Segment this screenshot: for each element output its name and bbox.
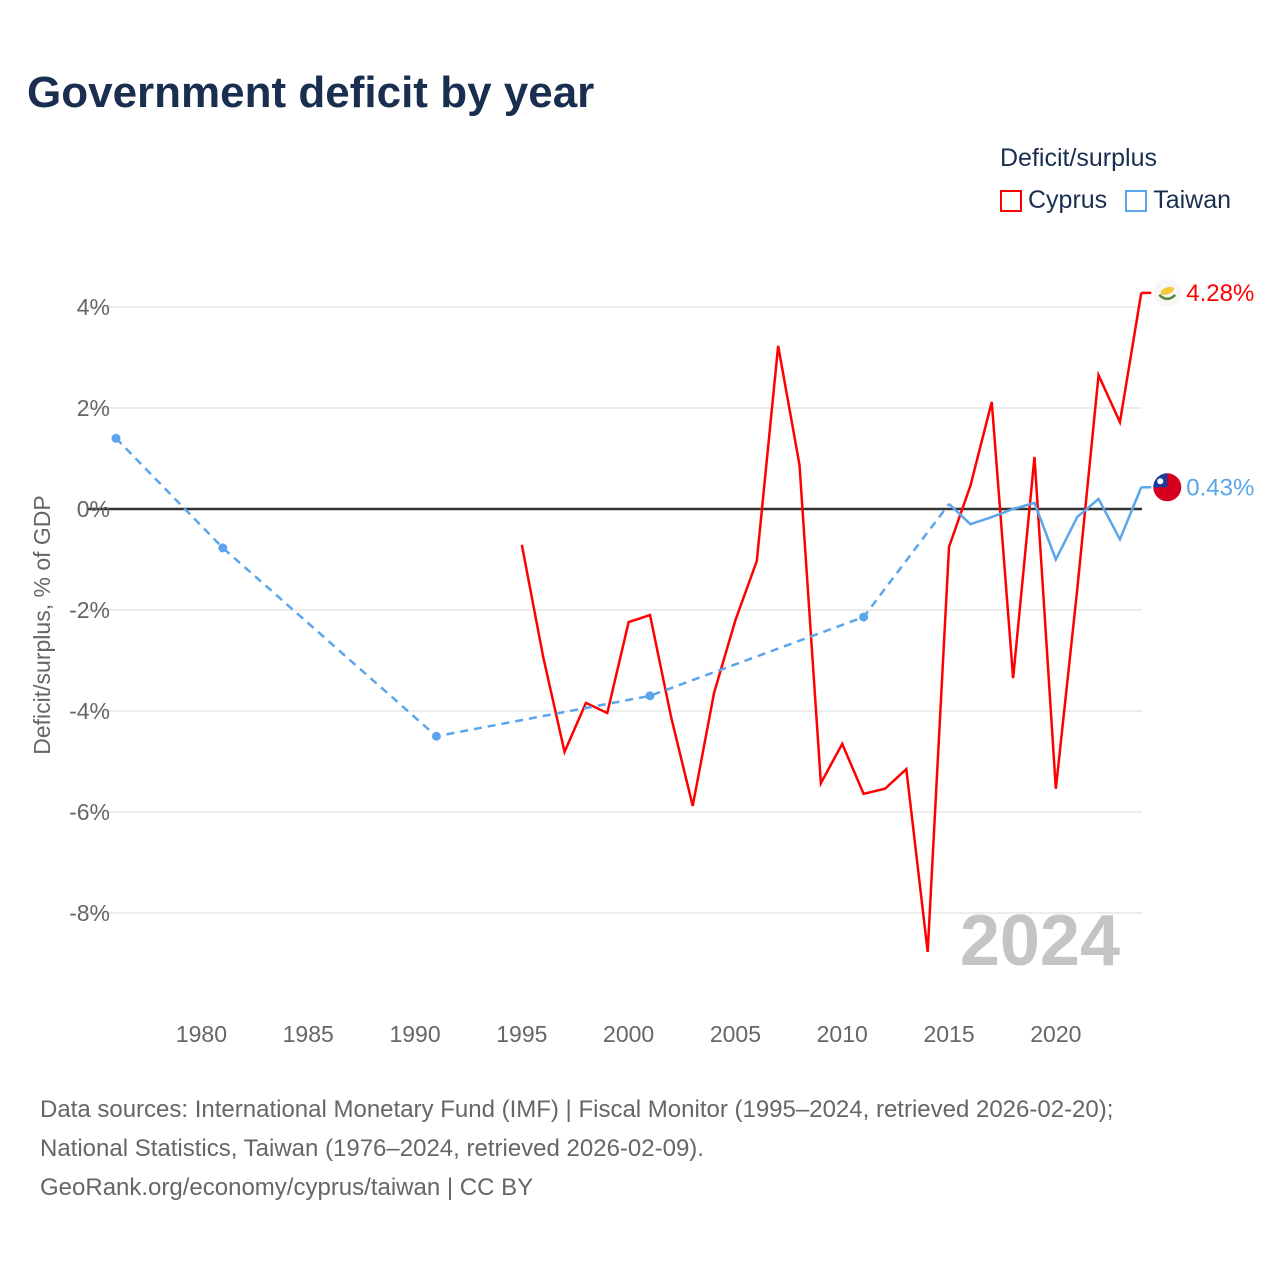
data-point bbox=[111, 433, 121, 443]
series-line-dashed-taiwan bbox=[115, 437, 951, 738]
data-point bbox=[431, 731, 441, 741]
legend: Cyprus Taiwan bbox=[1000, 186, 1231, 215]
source-line-1: Data sources: International Monetary Fun… bbox=[40, 1096, 1114, 1123]
x-tick-label: 2015 bbox=[923, 1021, 974, 1047]
y-tick-label: -6% bbox=[69, 799, 110, 825]
end-value-label: 0.43% bbox=[1186, 474, 1254, 501]
legend-swatch-cyprus bbox=[1000, 189, 1022, 212]
x-tick-label: 1990 bbox=[389, 1021, 440, 1047]
flag-sun-icon bbox=[1157, 478, 1164, 485]
cyprus-map-shape bbox=[1160, 286, 1174, 295]
year-watermark: 2024 bbox=[960, 901, 1120, 981]
legend-item-taiwan[interactable]: Taiwan bbox=[1125, 186, 1231, 215]
y-axis-label: Deficit/surplus, % of GDP bbox=[29, 495, 55, 754]
legend-label: Cyprus bbox=[1028, 186, 1108, 214]
series-line-taiwan bbox=[948, 486, 1143, 563]
footer: Data sources: International Monetary Fun… bbox=[40, 1090, 1113, 1207]
y-tick-label: -4% bbox=[69, 698, 110, 724]
x-tick-label: 2020 bbox=[1030, 1021, 1081, 1047]
legend-item-cyprus[interactable]: Cyprus bbox=[1000, 186, 1107, 215]
legend-swatch-taiwan bbox=[1125, 189, 1148, 212]
legend-label: Taiwan bbox=[1153, 186, 1232, 214]
y-tick-label: 0% bbox=[77, 496, 110, 522]
source-line-2: National Statistics, Taiwan (1976–2024, … bbox=[40, 1135, 704, 1162]
y-tick-label: 4% bbox=[77, 294, 110, 320]
series-line-cyprus bbox=[520, 292, 1143, 953]
legend-title: Deficit/surplus bbox=[1000, 144, 1157, 172]
x-tick-label: 1995 bbox=[496, 1021, 547, 1047]
data-point bbox=[645, 691, 655, 701]
end-value-label: 4.28% bbox=[1186, 280, 1254, 307]
data-point bbox=[218, 543, 228, 553]
olive-branch-icon bbox=[1158, 293, 1177, 301]
y-tick-label: -2% bbox=[69, 597, 110, 623]
x-tick-label: 1980 bbox=[176, 1021, 227, 1047]
x-tick-label: 1985 bbox=[283, 1021, 334, 1047]
y-tick-label: 2% bbox=[77, 395, 110, 421]
x-tick-label: 2005 bbox=[710, 1021, 761, 1047]
x-tick-label: 2010 bbox=[817, 1021, 868, 1047]
chart-title: Government deficit by year bbox=[27, 68, 595, 117]
data-point bbox=[859, 612, 869, 622]
x-tick-label: 2000 bbox=[603, 1021, 654, 1047]
source-link[interactable]: GeoRank.org/economy/cyprus/taiwan | CC B… bbox=[40, 1174, 534, 1201]
y-tick-label: -8% bbox=[69, 900, 110, 926]
